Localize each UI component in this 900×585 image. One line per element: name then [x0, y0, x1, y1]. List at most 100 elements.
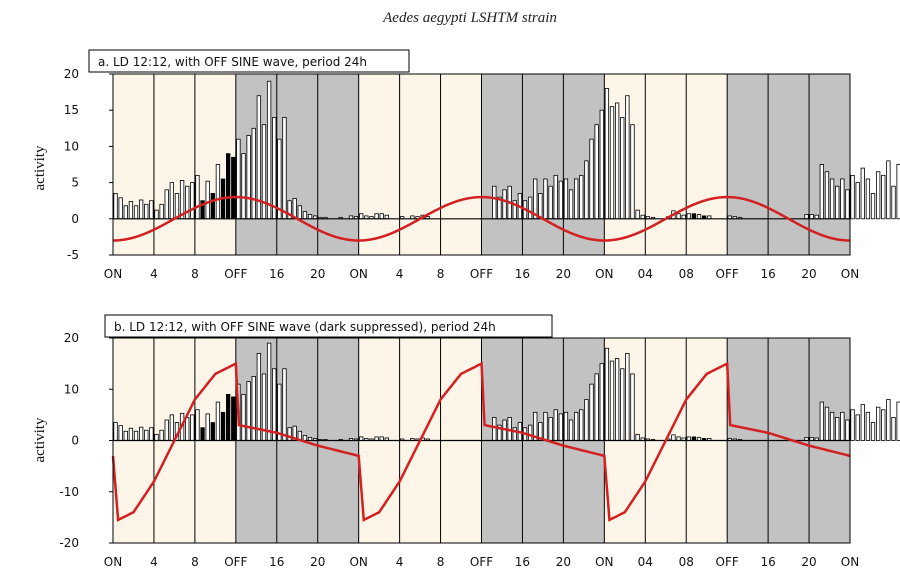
- activity-bar: [579, 409, 584, 441]
- y-tick-label: -20: [59, 536, 79, 550]
- activity-bar: [492, 185, 497, 220]
- panel-a-gridlines: [153, 74, 810, 255]
- activity-bar: [287, 427, 292, 441]
- activity-bar: [835, 185, 840, 220]
- activity-bar: [302, 211, 308, 220]
- activity-bar: [123, 205, 128, 220]
- panel-b-xticks: ON 4 8 OFF 16 20 ON 4 8 OFF 16 20 ON 04 08 OFF 16 20 ON: [104, 555, 859, 569]
- activity-bar: [307, 214, 313, 220]
- activity-bar: [553, 409, 558, 441]
- activity-bar: [251, 376, 256, 441]
- activity-bar: [625, 352, 630, 441]
- light-phase-band: [113, 74, 236, 255]
- activity-bar: [589, 383, 594, 441]
- x-tick-label: 20: [310, 555, 325, 569]
- activity-bar: [527, 424, 533, 441]
- y-tick-label: 20: [64, 67, 79, 81]
- x-tick-label: 08: [679, 555, 694, 569]
- activity-bar: [804, 214, 809, 220]
- activity-bar: [594, 373, 599, 441]
- activity-bar: [870, 193, 876, 220]
- activity-bar: [297, 205, 302, 220]
- activity-bar: [614, 102, 620, 220]
- activity-bar: [896, 164, 900, 220]
- y-tick-label: -10: [59, 485, 79, 499]
- x-tick-label: OFF: [716, 555, 739, 569]
- activity-bar: [200, 427, 205, 441]
- panel-b-ylabel: activity: [32, 417, 48, 462]
- activity-bar: [875, 171, 881, 220]
- activity-bar: [231, 156, 236, 220]
- x-tick-label: 16: [760, 555, 775, 569]
- activity-bar: [128, 427, 134, 441]
- activity-bar: [144, 429, 149, 441]
- x-tick-label: ON: [841, 555, 859, 569]
- x-tick-label: 20: [310, 267, 325, 281]
- activity-bar: [574, 178, 579, 220]
- panel-b-title: b. LD 12:12, with OFF SINE wave (dark su…: [114, 320, 496, 334]
- activity-bar: [584, 160, 589, 220]
- activity-bar: [195, 174, 200, 220]
- activity-bar: [840, 178, 845, 220]
- x-tick-label: 16: [515, 555, 530, 569]
- activity-bar: [855, 414, 860, 441]
- activity-bar: [205, 180, 210, 220]
- activity-bar: [302, 434, 308, 441]
- activity-bar: [261, 124, 267, 220]
- activity-bar: [676, 213, 681, 220]
- x-tick-label: 20: [801, 555, 816, 569]
- x-tick-label: 16: [515, 267, 530, 281]
- activity-bar: [625, 95, 630, 220]
- x-tick-label: ON: [349, 555, 367, 569]
- activity-bar: [282, 117, 287, 220]
- panel-a-yticks: -5 0 5 10 15 20: [64, 67, 113, 262]
- panel-b-curve: [111, 361, 851, 522]
- x-tick-label: ON: [595, 555, 613, 569]
- activity-bar: [881, 174, 886, 220]
- x-tick-label: 4: [150, 555, 158, 569]
- figure-title: Aedes aegypti LSHTM strain: [382, 10, 557, 26]
- x-tick-label: ON: [841, 267, 859, 281]
- activity-bar: [865, 178, 871, 220]
- activity-bar: [829, 178, 835, 220]
- x-tick-label: 16: [760, 267, 775, 281]
- x-tick-label: 08: [679, 267, 694, 281]
- activity-bar: [819, 401, 825, 441]
- activity-bar: [860, 404, 865, 441]
- activity-bar: [164, 189, 169, 220]
- activity-bar: [850, 174, 855, 220]
- y-tick-label: 0: [71, 434, 79, 448]
- activity-bar: [379, 213, 384, 220]
- dark-phase-band: [481, 74, 605, 255]
- panel-a-title-box: [88, 49, 410, 73]
- activity-bar: [594, 124, 599, 220]
- activity-bar: [113, 422, 118, 441]
- activity-bar: [185, 417, 190, 441]
- panel-b: -20 -10 0 10 20 ON 4 8 OFF 16 20 ON 4 8 OFF 16 20 ON 04 08…: [32, 314, 900, 569]
- panel-a-ylabel: activity: [32, 145, 48, 190]
- activity-bar: [154, 433, 159, 441]
- activity-bar: [225, 393, 231, 441]
- activity-bar: [850, 409, 855, 441]
- activity-bar: [169, 182, 175, 220]
- activity-bar: [809, 214, 814, 220]
- activity-bar: [886, 160, 891, 220]
- x-tick-label: 4: [150, 267, 158, 281]
- activity-bar: [190, 182, 195, 220]
- activity-bar: [118, 197, 123, 220]
- x-tick-label: 20: [556, 555, 571, 569]
- y-tick-label: 15: [64, 103, 79, 117]
- activity-bar: [609, 106, 615, 220]
- activity-bar: [691, 213, 697, 220]
- activity-bar: [174, 193, 180, 220]
- activity-bar: [241, 393, 246, 441]
- activity-bar: [891, 185, 896, 220]
- panel-a-xticks: ON 4 8 OFF 16 20 ON 4 8 OFF 16 20 ON 04 08 OFF 16 20 ON: [104, 267, 859, 281]
- activity-bar: [205, 413, 210, 441]
- x-tick-label: 4: [396, 555, 404, 569]
- activity-bar: [829, 411, 835, 441]
- activity-bar: [123, 430, 128, 441]
- x-tick-label: 20: [801, 267, 816, 281]
- activity-bar: [568, 189, 574, 220]
- activity-bar: [215, 401, 221, 441]
